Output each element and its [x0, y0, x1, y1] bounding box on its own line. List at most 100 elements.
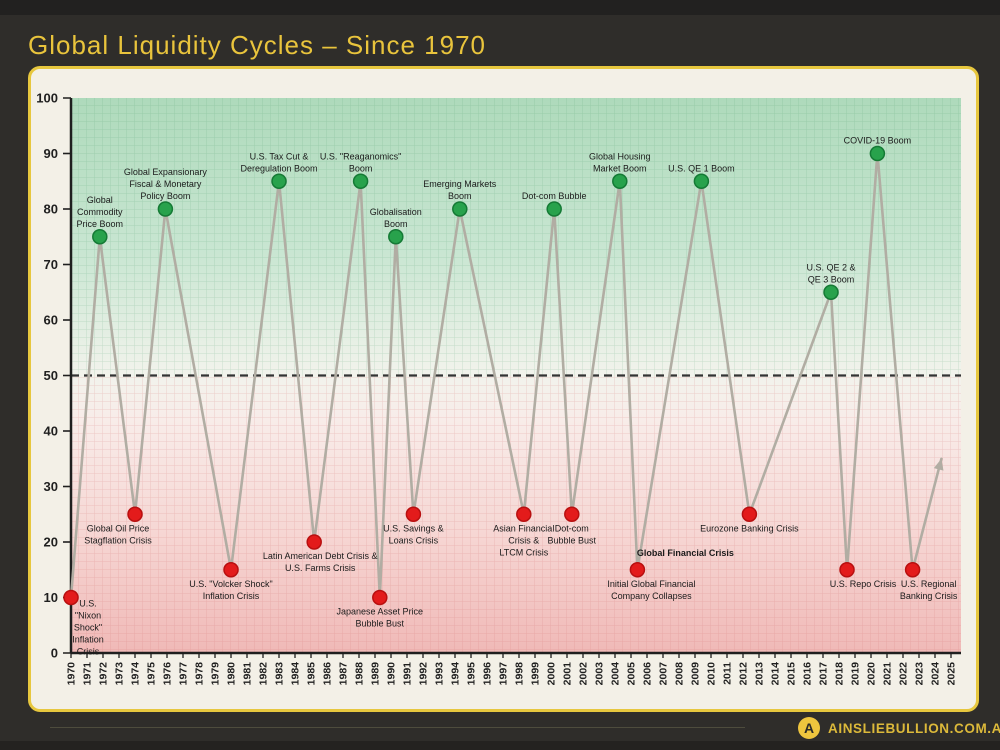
x-axis-label: 1980 — [226, 662, 238, 686]
event-label: U.S. Farms Crisis — [285, 563, 356, 573]
chart-card: 0 10 20 30 40 50 60 70 80 90 100 1970 1971 1972 1973 19… — [28, 66, 979, 712]
liquidity-cycles-chart: 0 10 20 30 40 50 60 70 80 90 100 1970 1971 1972 1973 19… — [36, 91, 961, 686]
crisis-marker — [516, 506, 532, 522]
event-label: Loans Crisis — [389, 535, 439, 545]
x-axis-label: 2024 — [930, 662, 942, 686]
x-axis-label: 2003 — [594, 662, 606, 686]
x-axis-label: 2015 — [786, 662, 798, 686]
event-label: Boom — [384, 219, 408, 229]
event-label: U.S. Tax Cut & — [250, 151, 309, 161]
event-label: Bubble Bust — [356, 619, 405, 629]
boom-marker — [352, 173, 369, 189]
brand-url: AINSLIEBULLION.COM.AU — [828, 720, 1000, 736]
x-axis-label: 2008 — [674, 662, 686, 686]
event-label: U.S. QE 2 & — [806, 262, 855, 272]
y-axis-label: 0 — [51, 646, 58, 661]
event-label: Globalisation — [370, 207, 422, 217]
x-axis-label: 2009 — [690, 662, 702, 686]
x-axis-label: 1984 — [290, 662, 302, 686]
boom-marker — [452, 201, 468, 217]
boom-marker — [388, 229, 404, 245]
crisis-marker — [306, 534, 322, 550]
boom-marker — [869, 145, 886, 162]
event-label: Banking Crisis — [900, 591, 958, 601]
x-axis-label: 2022 — [898, 662, 910, 686]
x-axis-label: 2020 — [866, 662, 878, 686]
event-label: Boom — [349, 163, 373, 173]
y-axis-label: 60 — [44, 313, 58, 328]
event-label: Deregulation Boom — [240, 163, 317, 173]
event-label: Global Financial Crisis — [637, 548, 734, 558]
event-label: Commodity — [77, 207, 123, 217]
event-label: Stagflation Crisis — [84, 535, 152, 545]
x-axis-label: 2017 — [818, 662, 830, 686]
event-label: Initial Global Financial — [607, 579, 695, 589]
x-axis-label: 1990 — [386, 662, 398, 686]
x-axis-label: 1982 — [258, 662, 270, 686]
x-axis-label: 2021 — [882, 662, 894, 686]
x-axis-label: 2004 — [610, 662, 622, 686]
x-axis-label: 1989 — [370, 662, 382, 686]
bottom-strip — [0, 741, 1000, 750]
boom-marker — [612, 173, 628, 189]
crisis-marker — [372, 589, 388, 606]
event-label: Asian Financial — [493, 523, 554, 533]
x-axis-label: 2013 — [754, 662, 766, 686]
event-label: Bubble Bust — [548, 535, 597, 545]
x-axis-label: 2019 — [850, 662, 862, 686]
x-axis-label: 1986 — [322, 662, 334, 686]
x-axis-label: 1992 — [418, 662, 430, 686]
x-axis-label: 1998 — [514, 662, 526, 686]
event-label: "Nixon — [75, 611, 101, 621]
event-label: Inflation — [72, 635, 104, 645]
x-axis-label: 2018 — [834, 662, 846, 686]
y-axis-label: 40 — [44, 424, 58, 439]
x-axis-label: 1977 — [178, 662, 190, 686]
event-label: Boom — [448, 191, 472, 201]
event-label: U.S. "Volcker Shock" — [189, 579, 272, 589]
event-label: Crisis & — [508, 535, 539, 545]
event-label: Dot-com Bubble — [522, 191, 587, 201]
x-axis-label: 1993 — [434, 662, 446, 686]
boom-marker — [546, 201, 562, 217]
event-label: Fiscal & Monetary — [129, 179, 202, 189]
event-label: Shock" — [74, 623, 102, 633]
x-axis-label: 1994 — [450, 662, 462, 686]
x-axis-label: 2012 — [738, 662, 750, 686]
x-axis-label: 1979 — [210, 662, 222, 686]
crisis-marker — [904, 562, 921, 578]
event-label: Emerging Markets — [423, 179, 497, 189]
x-axis-label: 2023 — [914, 662, 926, 686]
crisis-marker — [127, 506, 143, 522]
boom-marker — [157, 201, 174, 217]
event-label: Company Collapses — [611, 591, 692, 601]
x-axis-label: 1974 — [130, 662, 142, 686]
x-axis-label: 2002 — [578, 662, 590, 686]
event-label: U.S. "Reaganomics" — [320, 151, 401, 161]
x-axis-label: 2011 — [722, 662, 734, 685]
x-axis-label: 1976 — [162, 662, 174, 686]
crisis-marker — [223, 562, 239, 578]
x-axis-label: 1973 — [114, 662, 126, 686]
top-strip — [0, 0, 1000, 15]
crisis-marker — [63, 589, 79, 606]
page-title: Global Liquidity Cycles – Since 1970 — [28, 30, 487, 60]
event-label: Market Boom — [593, 163, 647, 173]
x-axis-label: 2014 — [770, 662, 782, 686]
y-axis-label: 50 — [44, 368, 58, 383]
y-axis-label: 10 — [44, 590, 58, 605]
x-axis-label: 1988 — [354, 662, 366, 686]
logo-letter: A — [803, 720, 815, 736]
event-label: Crisis — [77, 647, 100, 657]
event-label: Eurozone Banking Crisis — [700, 523, 799, 533]
boom-marker — [693, 173, 710, 189]
x-axis-label: 2007 — [658, 662, 670, 686]
y-axis-label: 20 — [44, 535, 58, 550]
x-axis-label: 1997 — [498, 662, 510, 686]
x-axis-label: 1978 — [194, 662, 206, 686]
y-axis-label: 70 — [44, 257, 58, 272]
event-label: U.S. Regional — [901, 579, 957, 589]
y-axis-label: 30 — [44, 479, 58, 494]
x-axis-label: 1985 — [306, 662, 318, 686]
y-axis-label: 100 — [36, 91, 58, 106]
